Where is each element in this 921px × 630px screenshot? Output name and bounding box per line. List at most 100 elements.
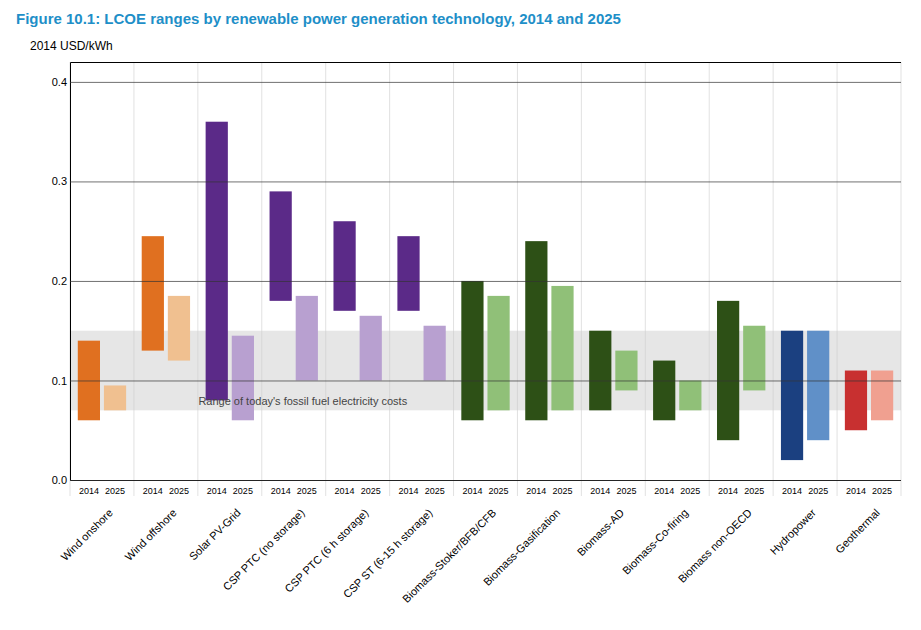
separator [517, 62, 518, 496]
range-bar [397, 236, 419, 311]
series-label: 2025 [105, 486, 125, 496]
series-label: 2025 [489, 486, 509, 496]
separators [70, 62, 901, 496]
series-label: 2025 [361, 486, 381, 496]
series-label: 2014 [590, 486, 610, 496]
series-label: 2014 [462, 486, 482, 496]
series-label: 2014 [654, 486, 674, 496]
range-bar [653, 361, 675, 421]
annotation: Range of today's fossil fuel electricity… [198, 395, 407, 407]
range-bar [206, 122, 228, 401]
separator [389, 62, 390, 496]
category-label: Biomass-Gasification [481, 506, 563, 588]
category-label: Solar PV-Grid [187, 506, 243, 562]
separator [325, 62, 326, 496]
range-bar [487, 296, 509, 410]
range-bar [424, 326, 446, 381]
series-label: 2025 [808, 486, 828, 496]
range-bar [551, 286, 573, 410]
separator [901, 62, 902, 496]
grid-line [70, 181, 901, 182]
marks [70, 122, 901, 460]
separator [581, 62, 582, 496]
grid-line [70, 82, 901, 83]
y-axis: 0.0 0.1 0.2 0.3 0.4 [52, 63, 901, 487]
range-bar [871, 371, 893, 421]
y-tick: 0.2 [52, 275, 901, 287]
range-bar [781, 331, 803, 460]
series-label: 2025 [169, 486, 189, 496]
series-label: 2025 [425, 486, 445, 496]
series-label: 2014 [782, 486, 802, 496]
chart: Figure 10.1: LCOE ranges by renewable po… [0, 0, 921, 630]
category-label: Hydropower [768, 506, 819, 557]
y-tick-label: 0.0 [52, 474, 67, 486]
y-tick-label: 0.2 [52, 275, 67, 287]
series-label: 2025 [233, 486, 253, 496]
range-bar [142, 236, 164, 350]
separator [133, 62, 134, 496]
category-label: Wind offshore [122, 506, 178, 562]
series-label: 2014 [271, 486, 291, 496]
category-label: Biomass-AD [575, 506, 627, 558]
range-bar [333, 221, 355, 311]
range-bar [845, 371, 867, 431]
category-label: Wind onshore [58, 506, 114, 562]
series-label: 2025 [680, 486, 700, 496]
separator [645, 62, 646, 496]
range-bar [679, 380, 701, 410]
series-label: 2014 [207, 486, 227, 496]
y-tick: 0.0 [52, 474, 901, 486]
category-label: Biomass-Co-firing [620, 506, 690, 576]
separator [837, 62, 838, 496]
series-label: 2025 [744, 486, 764, 496]
range-bar [168, 296, 190, 361]
category-label: Biomass non-OECD [676, 506, 755, 585]
series-label: 2014 [846, 486, 866, 496]
separator [197, 62, 198, 496]
y-label: 2014 USD/kWh [30, 39, 113, 53]
series-label: 2014 [526, 486, 546, 496]
range-bar [360, 316, 382, 381]
series-label: 2014 [398, 486, 418, 496]
y-tick-label: 0.4 [52, 76, 67, 88]
separator [773, 62, 774, 496]
range-bar [296, 296, 318, 381]
range-bar [78, 341, 100, 421]
category-label: Geothermal [833, 506, 882, 555]
range-bar [461, 281, 483, 420]
grid-line [70, 281, 901, 282]
range-bar [615, 351, 637, 391]
y-tick-label: 0.1 [52, 374, 67, 386]
y-tick: 0.3 [52, 175, 901, 187]
y-tick: 0.1 [52, 374, 901, 386]
series-label: 2025 [872, 486, 892, 496]
separator [453, 62, 454, 496]
y-axis-line [71, 63, 902, 481]
separator [709, 62, 710, 496]
range-bar [717, 301, 739, 440]
separator [261, 62, 262, 496]
series [104, 286, 893, 440]
grid-line [70, 380, 901, 381]
plot: 0.0 0.1 0.2 0.3 0.4 Range of today's fossil f… [52, 62, 901, 605]
series-label: 2014 [79, 486, 99, 496]
range-bar [807, 331, 829, 440]
range-bar [525, 241, 547, 420]
series-label: 2025 [297, 486, 317, 496]
category-label: Biomass-Stoker/BFB/CFB [400, 506, 498, 604]
y-tick-label: 0.3 [52, 175, 67, 187]
title: Figure 10.1: LCOE ranges by renewable po… [16, 10, 621, 27]
fossil-band [70, 331, 901, 411]
range-bar [270, 191, 292, 300]
series-label: 2014 [143, 486, 163, 496]
range-bar [232, 336, 254, 421]
x-labels: 2014 2025 Wind onshore 2014 2025 Wind offshor… [58, 486, 892, 605]
range-bar [104, 385, 126, 410]
series-label: 2025 [616, 486, 636, 496]
series-label: 2014 [335, 486, 355, 496]
series-label: 2025 [552, 486, 572, 496]
series [78, 122, 867, 460]
y-tick: 0.4 [52, 76, 901, 88]
grid-line [70, 480, 901, 481]
